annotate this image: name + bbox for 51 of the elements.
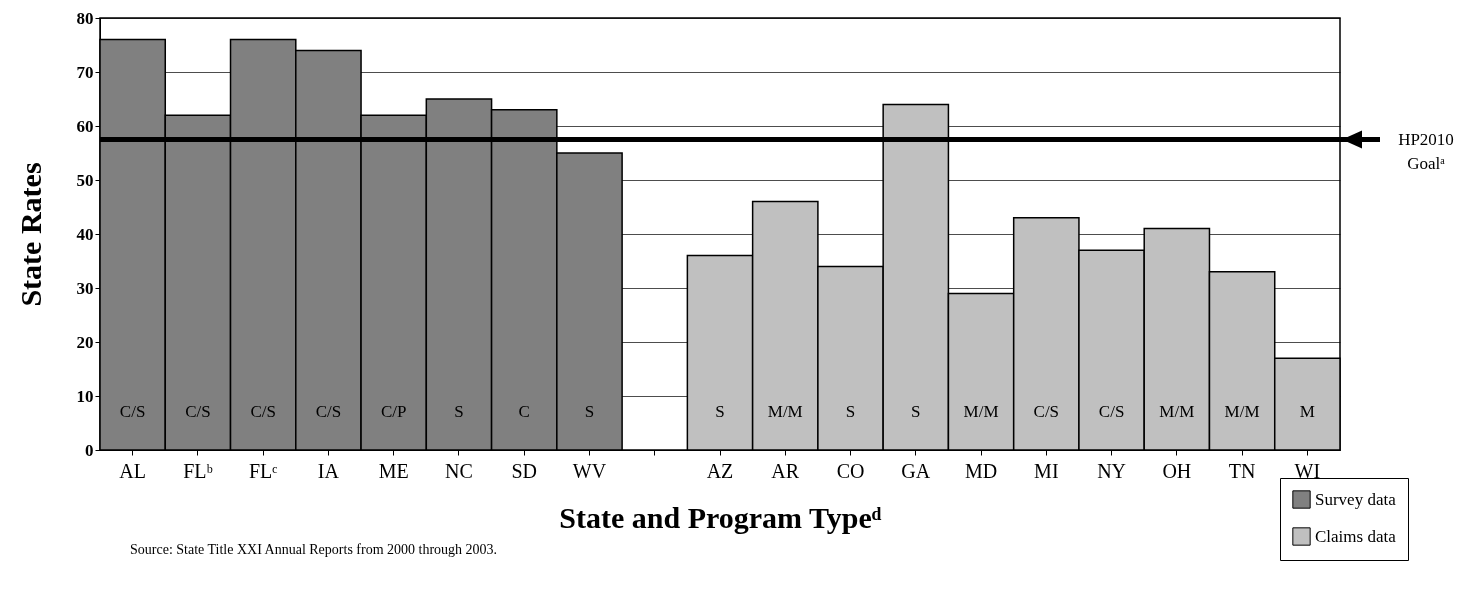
x-tick-label: GA bbox=[901, 459, 931, 482]
data-label: M/M bbox=[1159, 402, 1195, 422]
data-label: C/S bbox=[1033, 402, 1060, 422]
x-tick-label: MD bbox=[964, 459, 998, 482]
data-label: M/M bbox=[767, 402, 803, 422]
x-tick-label: OH bbox=[1162, 459, 1192, 482]
y-tick-label: 70 bbox=[76, 62, 94, 82]
data-label: S bbox=[911, 402, 921, 422]
data-label: M/M bbox=[963, 402, 999, 422]
y-tick-label: 60 bbox=[76, 116, 94, 136]
y-tick-label: 20 bbox=[76, 332, 94, 352]
ref-line-label: HP2010 Goalᵃ bbox=[1398, 129, 1454, 173]
x-tick-label: NC bbox=[445, 459, 473, 482]
x-tick-label: WV bbox=[572, 459, 607, 482]
y-tick-label: 10 bbox=[76, 386, 94, 406]
source-note: Source: State Title XXI Annual Reports from 2000 through 2003. bbox=[130, 542, 498, 557]
y-tick-label: 40 bbox=[76, 224, 94, 244]
x-tick-label: SD bbox=[511, 459, 537, 482]
x-tick-label: IA bbox=[317, 459, 340, 482]
y-tick-label: 80 bbox=[76, 8, 94, 28]
y-tick-label: 50 bbox=[76, 170, 94, 190]
x-tick-label: NY bbox=[1097, 459, 1127, 482]
data-label: M bbox=[1299, 402, 1315, 422]
data-label: C/S bbox=[1098, 402, 1125, 422]
x-tick-label: TN bbox=[1228, 459, 1256, 482]
x-tick-label: MI bbox=[1034, 459, 1059, 482]
data-label: S bbox=[454, 402, 464, 422]
legend-label: Claims data bbox=[1315, 526, 1397, 546]
data-label: C/P bbox=[380, 402, 407, 422]
data-label: C/S bbox=[119, 402, 146, 422]
x-tick-label: AZ bbox=[706, 459, 734, 482]
x-tick-label: FLᵇ bbox=[183, 459, 213, 482]
x-tick-label: FLᶜ bbox=[248, 459, 278, 482]
y-tick-label: 30 bbox=[76, 278, 94, 298]
x-tick-label: ME bbox=[378, 459, 409, 482]
data-label: M/M bbox=[1224, 402, 1260, 422]
x-tick-label: AL bbox=[119, 459, 146, 482]
y-axis-title: State Rates bbox=[13, 162, 47, 307]
data-label: C/S bbox=[250, 402, 276, 422]
data-label: S bbox=[715, 402, 725, 422]
data-label: C/S bbox=[315, 402, 342, 422]
y-tick-label: 0 bbox=[85, 440, 94, 460]
data-label: S bbox=[584, 402, 595, 422]
data-label: C bbox=[518, 402, 530, 422]
legend-label: Survey data bbox=[1315, 489, 1397, 509]
data-label: C/S bbox=[185, 402, 211, 422]
x-tick-label: WI bbox=[1294, 459, 1321, 482]
x-tick-label: CO bbox=[836, 459, 865, 482]
x-axis-title: State and Program Typeᵈ bbox=[559, 500, 882, 534]
x-tick-label: AR bbox=[771, 459, 800, 482]
data-label: S bbox=[845, 402, 856, 422]
